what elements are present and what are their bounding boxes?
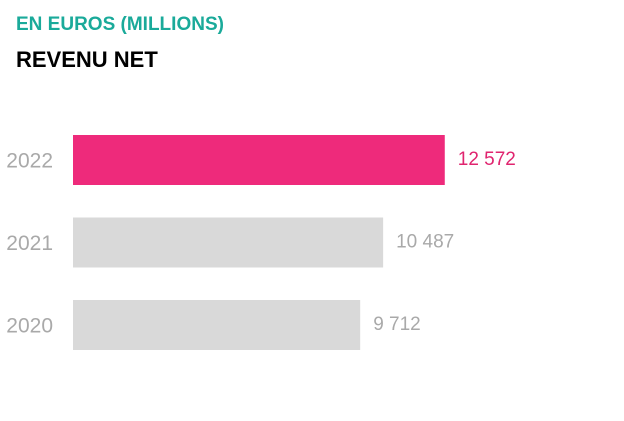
- value-label: 12 572: [458, 149, 516, 170]
- chart-title: REVENU NET: [16, 47, 158, 72]
- chart-subtitle: EN EUROS (MILLIONS): [16, 14, 224, 35]
- category-label: 2021: [6, 232, 53, 255]
- value-label: 10 487: [396, 232, 454, 253]
- bar: [73, 217, 384, 268]
- bar: [73, 300, 361, 350]
- category-label: 2020: [6, 315, 53, 338]
- category-label: 2022: [6, 150, 53, 173]
- bar: [73, 135, 445, 185]
- value-label: 9 712: [373, 314, 421, 335]
